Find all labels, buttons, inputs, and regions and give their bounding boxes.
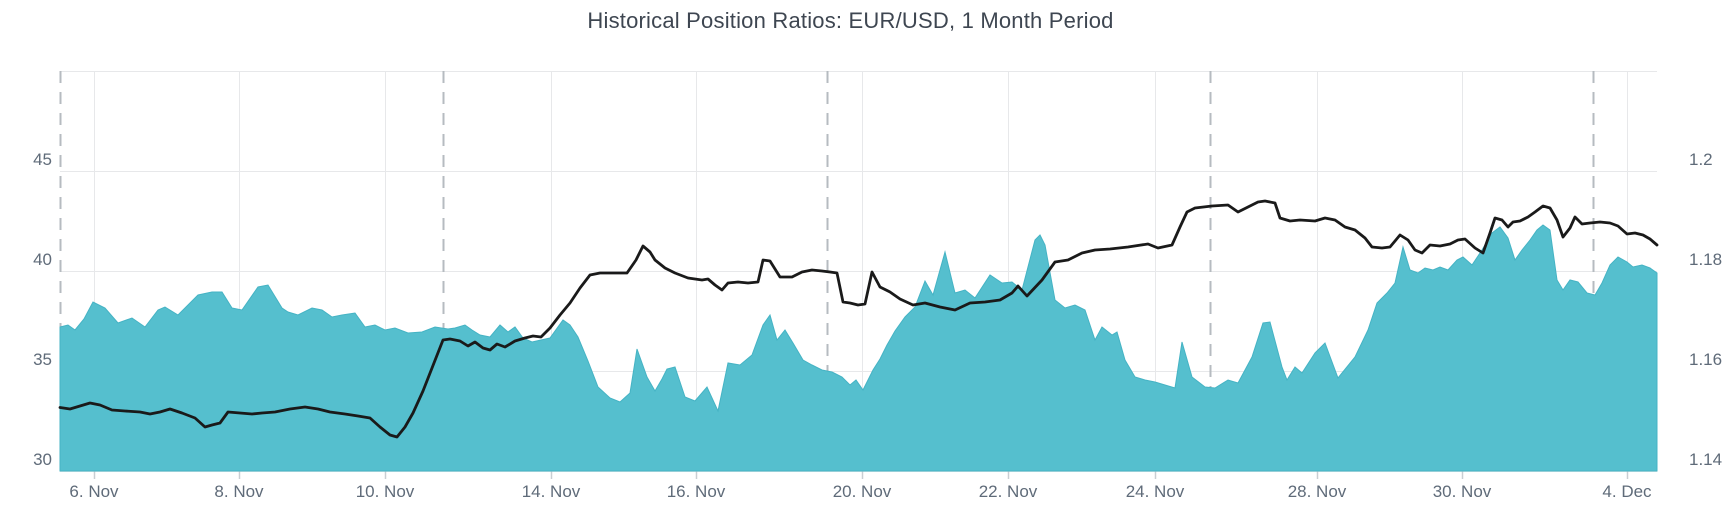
- eur_usd_rate-line-series: [58, 199, 1659, 439]
- x-axis-label-14. Nov: 14. Nov: [521, 482, 581, 501]
- x-axis-label-30. Nov: 30. Nov: [1432, 482, 1492, 501]
- x-axis-label-8. Nov: 8. Nov: [214, 482, 264, 501]
- y-axis-right-label-1.16: 1.16: [1689, 350, 1723, 369]
- x-axis-label-22. Nov: 22. Nov: [978, 482, 1038, 501]
- y-axis-left-label-30: 30: [33, 450, 52, 469]
- y-axis-right-label-1.2: 1.2: [1689, 150, 1713, 169]
- x-axis-label-24. Nov: 24. Nov: [1125, 482, 1185, 501]
- y-axis-left-label-35: 35: [33, 350, 52, 369]
- x-axis-label-16. Nov: 16. Nov: [666, 482, 726, 501]
- x-axis-label-20. Nov: 20. Nov: [832, 482, 892, 501]
- y-axis-left-label-40: 40: [33, 250, 52, 269]
- x-axis-label-28. Nov: 28. Nov: [1287, 482, 1347, 501]
- axis-tick-marks: [93, 471, 1629, 479]
- position_ratio-area-series: [59, 224, 1658, 472]
- y-axis-right-label-1.18: 1.18: [1689, 250, 1723, 269]
- x-axis-label-6. Nov: 6. Nov: [69, 482, 119, 501]
- week-divider-lines: [59, 71, 1595, 471]
- y-axis-left-label-45: 45: [33, 150, 52, 169]
- x-axis-label-4. Dec: 4. Dec: [1602, 482, 1652, 501]
- chart-title: Historical Position Ratios: EUR/USD, 1 M…: [587, 8, 1114, 33]
- x-axis-label-10. Nov: 10. Nov: [355, 482, 415, 501]
- y-axis-right-label-1.14: 1.14: [1689, 450, 1723, 469]
